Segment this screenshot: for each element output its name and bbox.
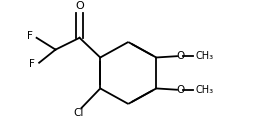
Text: O: O xyxy=(176,51,184,61)
Text: CH₃: CH₃ xyxy=(195,85,214,95)
Text: F: F xyxy=(27,31,33,42)
Text: O: O xyxy=(176,85,184,95)
Text: F: F xyxy=(29,59,35,69)
Text: O: O xyxy=(75,1,84,11)
Text: Cl: Cl xyxy=(74,108,84,118)
Text: CH₃: CH₃ xyxy=(195,51,214,61)
